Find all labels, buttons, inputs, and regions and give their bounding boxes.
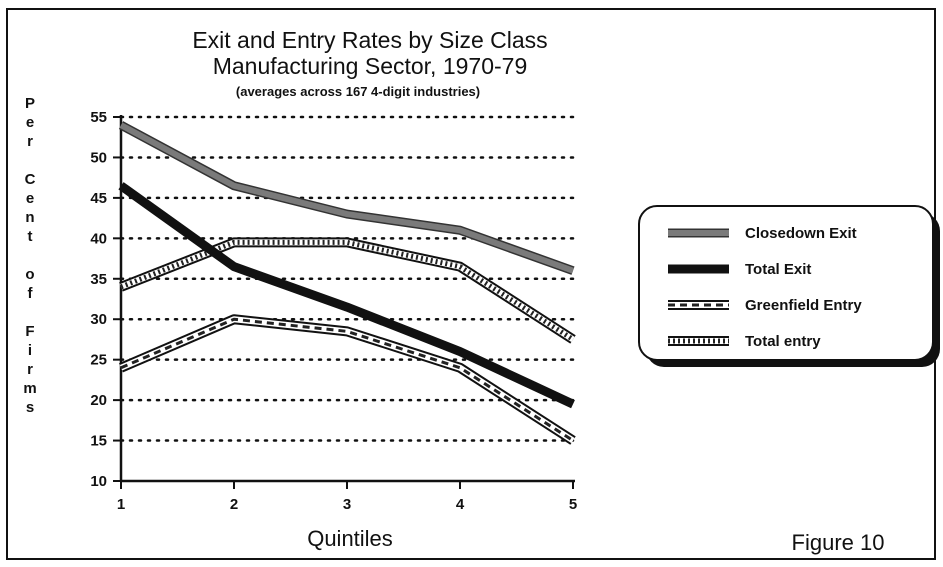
y-tick-labels: 10 15 20 25 30 35 40 45 50 55 xyxy=(90,109,107,490)
y-tick-label: 10 xyxy=(90,473,107,490)
chart-title: Exit and Entry Rates by Size Class xyxy=(192,27,547,53)
series-greenfield-entry-line xyxy=(121,319,573,440)
y-tick-label: 20 xyxy=(90,392,107,409)
figure-label: Figure 10 xyxy=(792,530,885,555)
y-tick-label: 50 xyxy=(90,149,107,166)
x-tick-label: 3 xyxy=(343,496,351,513)
y-tick-label: 30 xyxy=(90,311,107,328)
series-total-entry-line-outline xyxy=(121,242,573,339)
chart-subtitle: Manufacturing Sector, 1970-79 xyxy=(213,53,528,79)
y-tick-label: 15 xyxy=(90,433,107,450)
series-total-entry-line xyxy=(121,242,573,339)
y-tick-label: 35 xyxy=(90,271,107,288)
y-tick-label: 25 xyxy=(90,352,107,369)
y-tick-label: 45 xyxy=(90,190,107,207)
x-tick-label: 4 xyxy=(456,496,465,513)
legend: Closedown Exit Total Exit Greenfield Entry… xyxy=(639,206,940,367)
series-greenfield-entry-line-dashes xyxy=(121,319,573,440)
legend-label-total-entry: Total entry xyxy=(745,333,821,350)
x-tick-label: 5 xyxy=(569,496,577,513)
x-tick-label: 1 xyxy=(117,496,125,513)
x-tick-label: 2 xyxy=(230,496,238,513)
legend-label-greenfield-entry: Greenfield Entry xyxy=(745,297,862,314)
legend-label-closedown-exit: Closedown Exit xyxy=(745,225,857,242)
x-tick-labels: 1 2 3 4 5 xyxy=(117,496,577,513)
x-axis-label: Quintiles xyxy=(307,526,393,551)
y-tick-label: 55 xyxy=(90,109,107,126)
chart-note: (averages across 167 4-digit industries) xyxy=(236,84,480,99)
legend-label-total-exit: Total Exit xyxy=(745,261,811,278)
y-tick-label: 40 xyxy=(90,230,107,247)
series-lines xyxy=(121,125,573,440)
